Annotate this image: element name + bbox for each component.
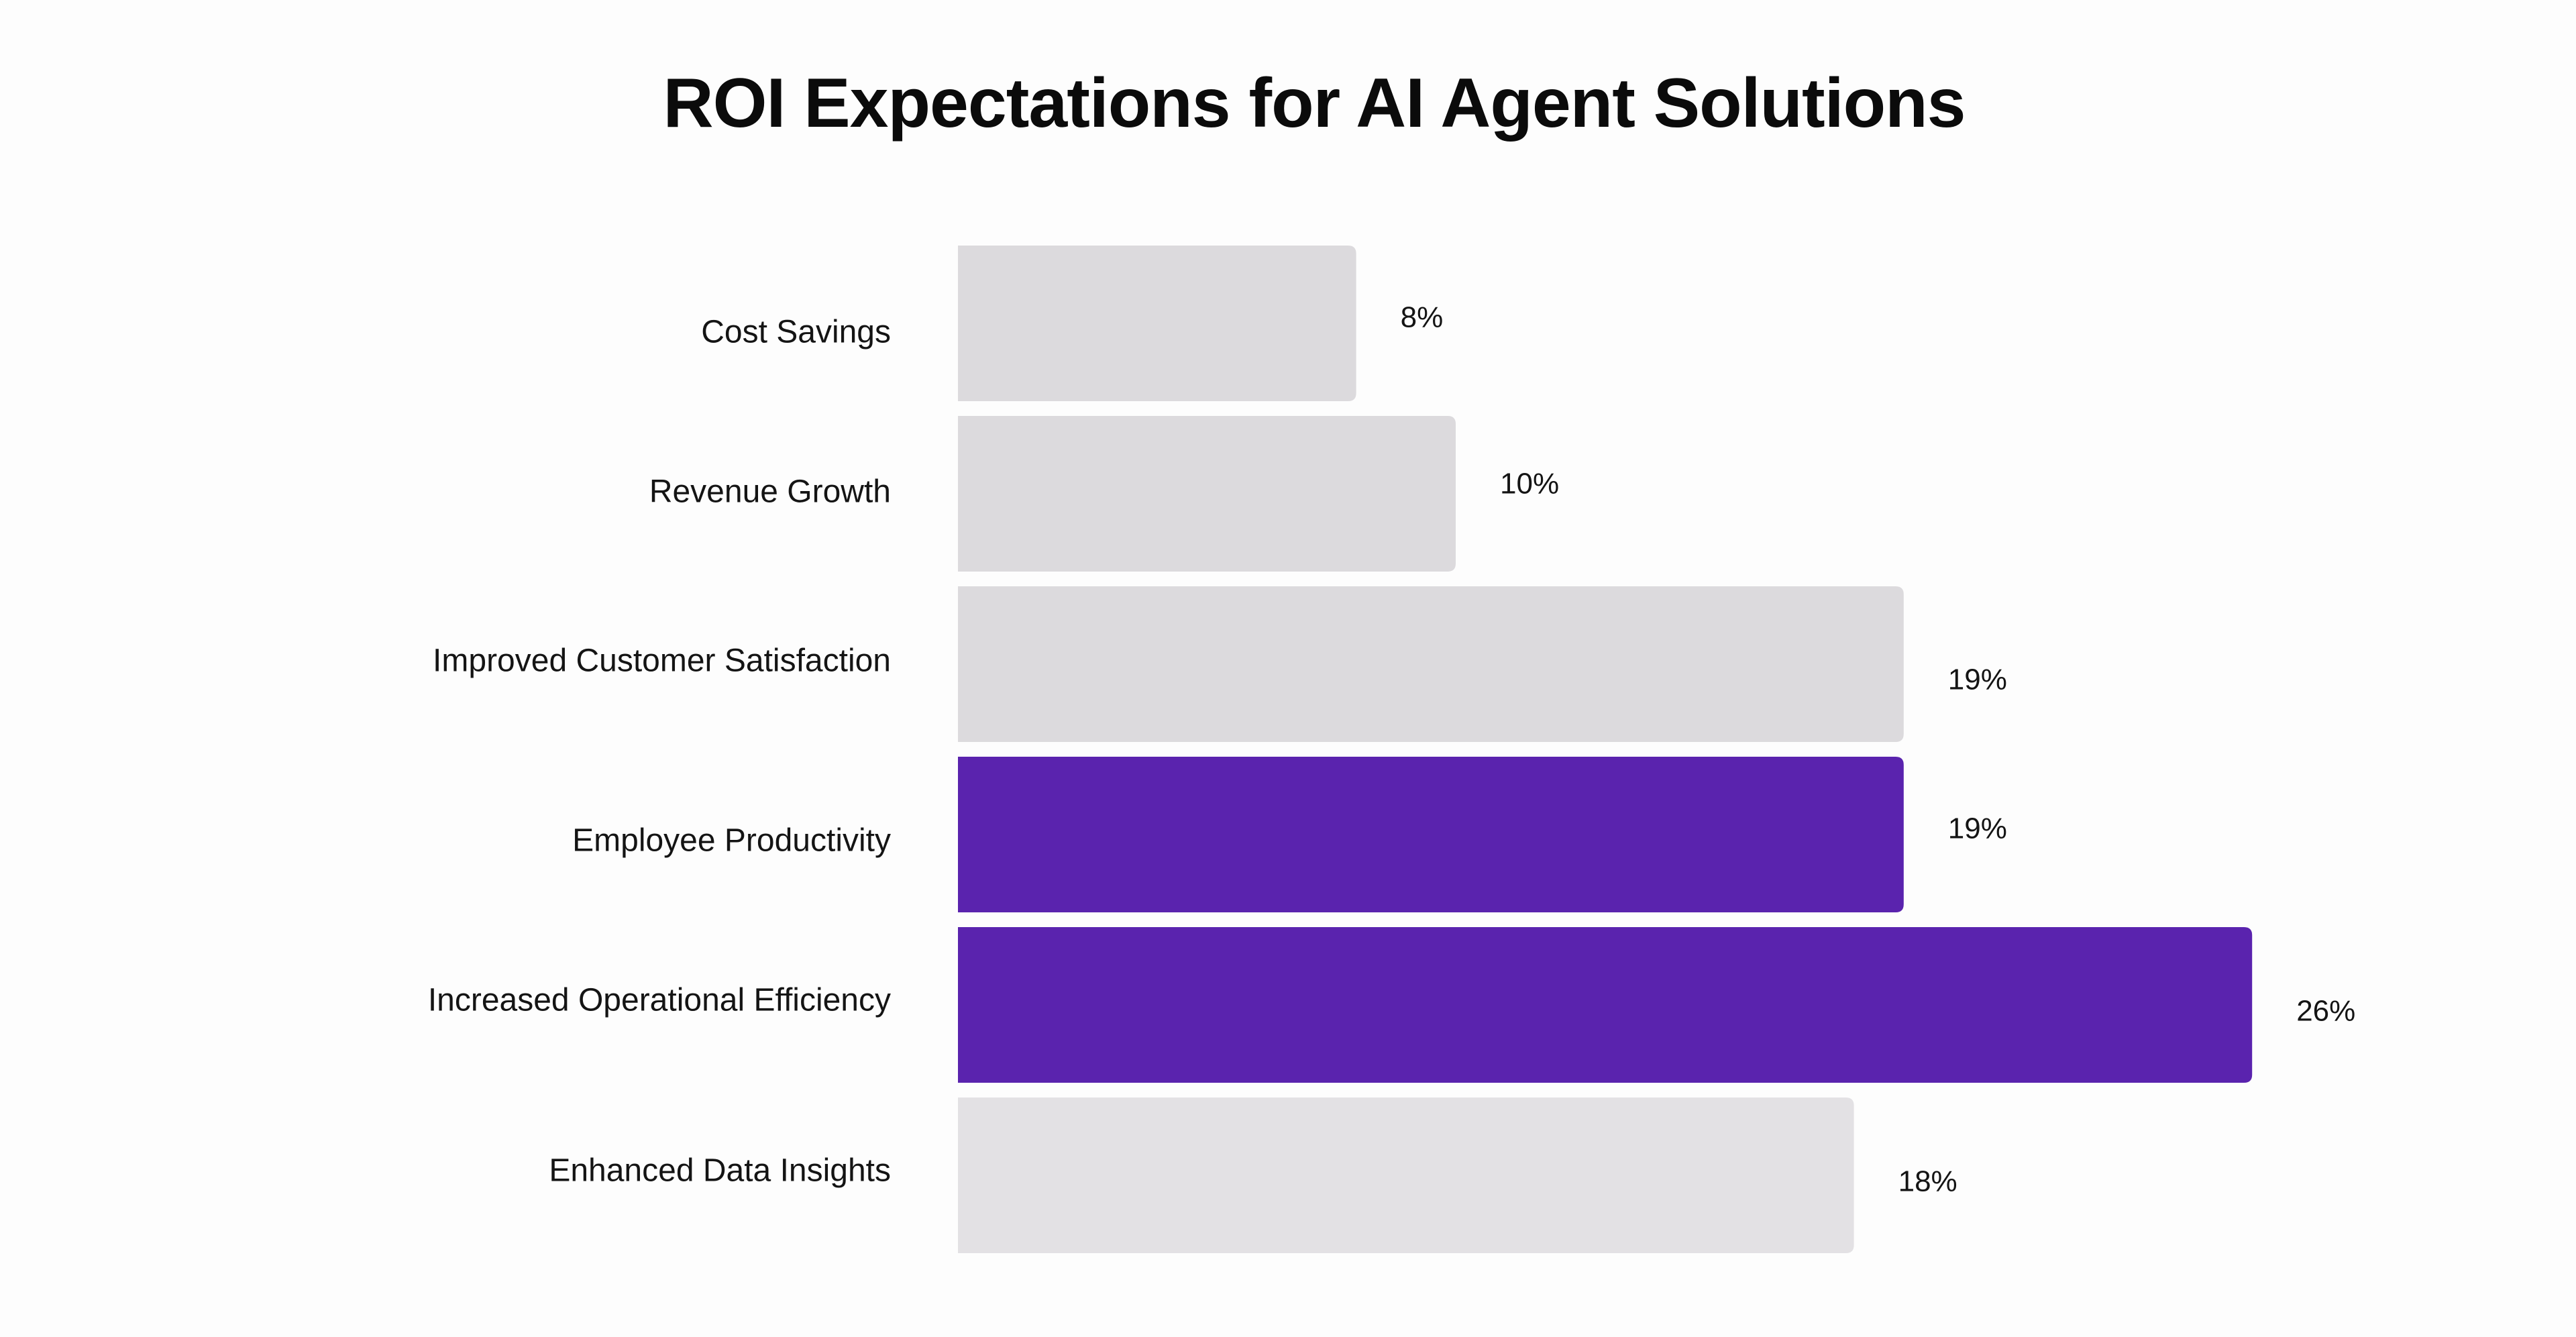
value-label: 18% xyxy=(1898,1165,1957,1198)
value-label: 10% xyxy=(1500,468,1559,500)
category-label: Cost Savings xyxy=(701,315,891,350)
bar xyxy=(958,757,1904,912)
value-label: 19% xyxy=(1948,663,2007,696)
category-labels-group: Cost Savings Revenue Growth Improved Custo… xyxy=(428,315,891,1189)
bar xyxy=(958,586,1904,742)
value-label: 19% xyxy=(1948,812,2007,845)
bar xyxy=(958,416,1456,572)
category-label: Employee Productivity xyxy=(572,823,891,859)
value-labels-group: 8% 10% 19% 19% 26% 18% xyxy=(1401,301,2356,1198)
category-label: Enhanced Data Insights xyxy=(549,1153,891,1189)
category-label: Improved Customer Satisfaction xyxy=(433,643,891,679)
chart-title: ROI Expectations for AI Agent Solutions xyxy=(663,64,1966,142)
bar xyxy=(958,246,1356,401)
bar xyxy=(958,927,2253,1083)
bar xyxy=(958,1098,1854,1253)
category-label: Increased Operational Efficiency xyxy=(428,983,891,1018)
category-label: Revenue Growth xyxy=(649,474,891,510)
value-label: 8% xyxy=(1401,301,1444,334)
value-label: 26% xyxy=(2296,995,2355,1028)
bars-group xyxy=(958,246,2253,1253)
